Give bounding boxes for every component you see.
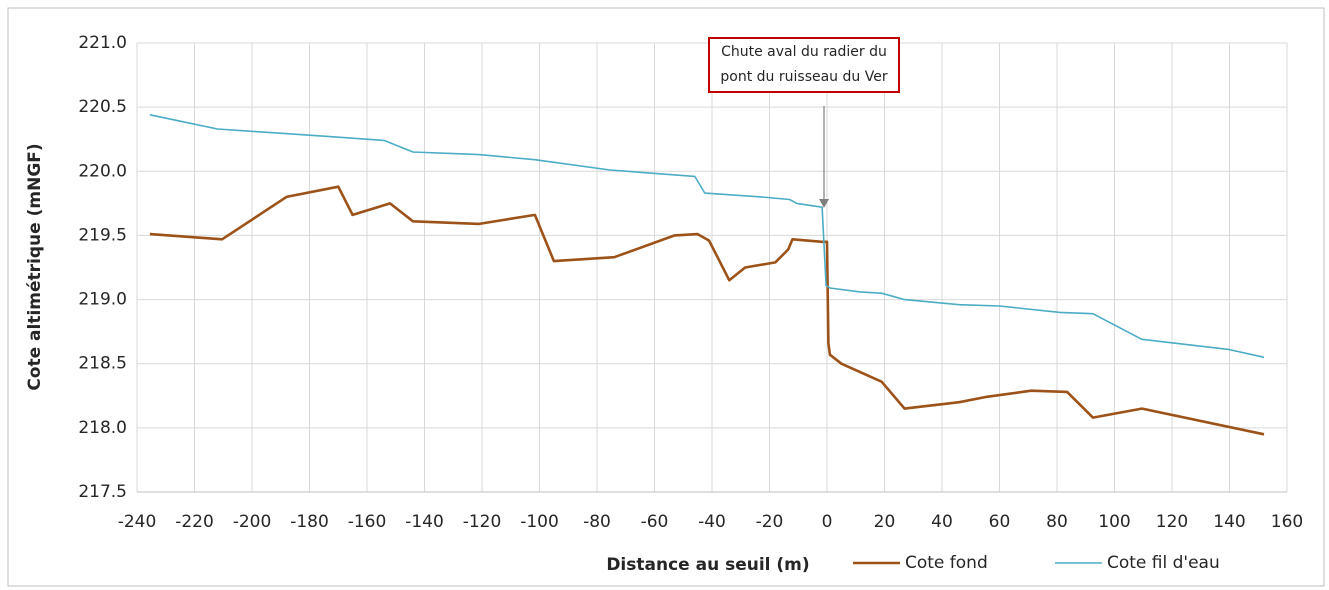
y-tick-label: 219.0	[78, 290, 127, 310]
x-tick-label: -180	[290, 512, 329, 532]
x-tick-label: -20	[756, 512, 784, 532]
x-tick-label: -60	[641, 512, 669, 532]
series-line	[149, 185, 1265, 436]
x-tick-label: -160	[348, 512, 387, 532]
legend: Cote fond Cote fil d'eau	[853, 553, 1220, 573]
x-tick-label: 160	[1271, 512, 1303, 532]
x-tick-label: 120	[1156, 512, 1188, 532]
legend-label: Cote fond	[905, 553, 988, 573]
x-tick-label: 80	[1046, 512, 1068, 532]
y-tick-label: 221.0	[78, 33, 127, 53]
x-axis-label: Distance au seuil (m)	[606, 555, 809, 575]
x-tick-label: -220	[175, 512, 214, 532]
x-tick-label: -40	[698, 512, 726, 532]
y-tick-label: 218.0	[78, 418, 127, 438]
y-tick-label: 220.0	[78, 161, 127, 181]
y-tick-label: 218.5	[78, 354, 127, 374]
x-tick-label: -80	[583, 512, 611, 532]
x-tick-label: -200	[233, 512, 272, 532]
x-tick-label: 20	[874, 512, 896, 532]
y-tick-label: 220.5	[78, 97, 127, 117]
lines	[149, 114, 1265, 436]
annotation: Chute aval du radier du pont du ruisseau…	[708, 37, 900, 93]
x-tick-label: 40	[931, 512, 953, 532]
annotation-arrowhead	[819, 199, 829, 208]
series-line	[149, 114, 1265, 359]
legend-label: Cote fil d'eau	[1107, 553, 1220, 573]
x-tick-label: 0	[822, 512, 833, 532]
y-tick-label: 219.5	[78, 225, 127, 245]
y-axis-label: Cote altimétrique (mNGF)	[25, 143, 45, 390]
x-tick-label: -240	[118, 512, 157, 532]
x-tick-label: 60	[989, 512, 1011, 532]
chart-border	[7, 7, 1325, 587]
y-tick-label: 217.5	[78, 482, 127, 502]
x-tick-label: -120	[463, 512, 502, 532]
x-tick-label: -100	[520, 512, 559, 532]
x-tick-label: 100	[1098, 512, 1130, 532]
x-tick-label: 140	[1213, 512, 1245, 532]
x-tick-label: -140	[405, 512, 444, 532]
grid	[136, 42, 1288, 493]
